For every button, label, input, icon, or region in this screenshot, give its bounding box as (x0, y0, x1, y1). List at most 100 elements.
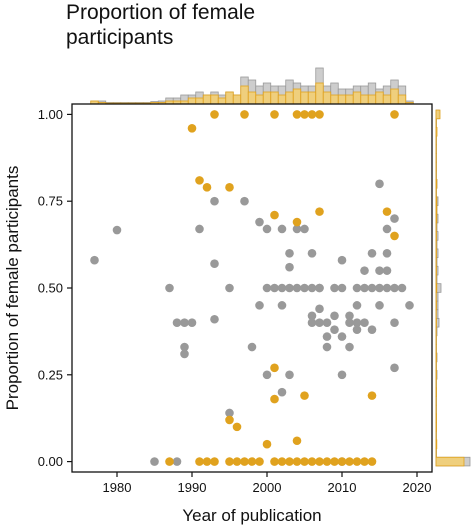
data-point (247, 457, 257, 466)
data-point (300, 391, 309, 400)
data-point (352, 301, 362, 310)
data-point (232, 422, 242, 432)
right-hist-bar-gold (435, 109, 441, 120)
data-point (262, 370, 272, 380)
top-hist-bar-gold (285, 91, 294, 105)
data-point (255, 301, 264, 310)
data-point (330, 457, 339, 466)
data-point (247, 342, 257, 352)
data-point (292, 110, 302, 119)
data-point (360, 266, 369, 275)
data-point (375, 301, 384, 310)
data-point (292, 224, 302, 234)
y-tick-label: 0.75 (38, 194, 63, 209)
data-point (352, 283, 362, 293)
data-point (367, 283, 377, 293)
top-hist-bar-gold (322, 91, 332, 105)
data-point (382, 207, 392, 216)
data-point (180, 318, 189, 328)
top-hist-bar-gold (225, 91, 234, 105)
right-hist-bar-gold (435, 205, 438, 215)
data-point (180, 349, 189, 359)
data-point (210, 457, 219, 466)
data-point (322, 342, 332, 352)
top-hist-bar-gold (247, 91, 257, 105)
data-point (345, 318, 354, 328)
x-axis-label: Year of publication (182, 506, 321, 525)
top-hist-bar-gold (292, 88, 302, 105)
data-point (337, 255, 347, 265)
y-axis-ticks: 0.00 0.25 0.50 0.75 1.00 (38, 107, 72, 469)
top-histogram (90, 67, 414, 105)
data-point (405, 301, 414, 310)
data-point (285, 283, 294, 293)
data-point (262, 439, 272, 449)
data-point (210, 196, 219, 206)
data-point (277, 301, 287, 310)
data-point (307, 110, 317, 119)
data-point (382, 283, 392, 293)
data-point (337, 332, 347, 341)
data-point (315, 207, 324, 216)
top-hist-bar-gold (232, 94, 242, 105)
right-hist-bar-gold (435, 127, 438, 137)
top-hist-bar-gold (262, 91, 272, 105)
top-hist-bar-gold (217, 97, 227, 105)
data-point (270, 363, 279, 373)
data-point (165, 457, 174, 466)
data-point (345, 311, 354, 321)
right-hist-bar-gold (435, 413, 437, 423)
top-hist-bar-gold (300, 91, 309, 105)
data-point (360, 318, 369, 328)
data-point (375, 179, 384, 189)
data-point (397, 283, 407, 293)
data-point (322, 332, 332, 341)
data-point (307, 248, 317, 258)
top-hist-bar-gold (375, 91, 384, 105)
chart-title: Proportion of female participants (66, 1, 256, 49)
data-point (315, 283, 324, 293)
data-point (367, 248, 377, 258)
data-point (315, 318, 324, 328)
top-hist-bar-gold (210, 94, 219, 105)
x-tick-label: 1990 (178, 480, 207, 495)
data-point (172, 318, 182, 328)
data-point (165, 283, 174, 293)
data-point (390, 214, 399, 223)
data-point (187, 318, 197, 328)
right-hist-bar-gold (435, 387, 437, 397)
right-histogram (435, 109, 471, 467)
data-point (210, 314, 219, 324)
right-hist-bar-gold (435, 265, 437, 276)
top-hist-bar-gold (202, 94, 212, 105)
data-point (285, 370, 294, 380)
right-hist-bar-gold (435, 248, 437, 259)
data-point (277, 283, 287, 293)
data-point (90, 255, 99, 265)
data-point (390, 231, 399, 241)
data-point (255, 457, 264, 466)
y-tick-label: 0.50 (38, 281, 63, 296)
top-hist-bar-gold (397, 94, 407, 105)
right-hist-bar-gold (435, 213, 438, 224)
data-point (307, 318, 317, 328)
data-point (210, 110, 219, 119)
data-point (270, 283, 279, 293)
right-hist-bar-gold (435, 317, 437, 328)
data-point (277, 457, 287, 466)
x-tick-label: 1980 (103, 480, 132, 495)
data-point (352, 457, 362, 466)
data-point (367, 457, 377, 466)
data-point (292, 436, 302, 446)
data-point (195, 457, 204, 466)
y-axis-label: Proportion of female participants (3, 166, 22, 411)
right-hist-bar-gold (435, 179, 438, 189)
data-point (225, 415, 234, 425)
data-point (300, 283, 309, 293)
data-point (300, 110, 309, 119)
data-point (285, 248, 294, 258)
data-point (285, 457, 294, 466)
data-point (307, 311, 317, 321)
x-axis-ticks: 1980 1990 2000 2010 2020 (103, 472, 431, 495)
data-point (315, 304, 324, 314)
